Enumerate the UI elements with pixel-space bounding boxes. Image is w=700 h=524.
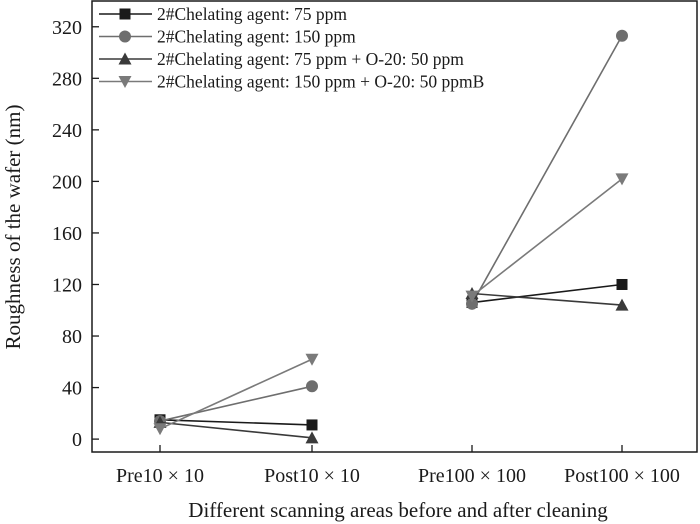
- series-line: [471, 292, 623, 306]
- legend-item: 2#Chelating agent: 150 ppm + O-20: 50 pp…: [99, 72, 484, 92]
- y-tick-label: 80: [62, 326, 82, 348]
- series-line: [159, 358, 313, 430]
- legend-label: 2#Chelating agent: 75 ppm: [157, 4, 347, 24]
- y-axis-title: Roughness of the wafer (nm): [1, 105, 25, 350]
- legend-marker: [119, 8, 131, 20]
- y-tick-label: 320: [52, 17, 82, 39]
- series-4: [153, 173, 629, 436]
- data-point: [616, 278, 628, 290]
- x-tick-label: Pre100 × 100: [418, 465, 526, 487]
- y-tick-label: 200: [52, 171, 82, 193]
- x-axis-ticks: Pre10 × 10 Post10 × 10 Pre100 × 100 Post100…: [116, 445, 680, 487]
- y-tick-label: 120: [52, 274, 82, 296]
- y-tick-label: 40: [62, 378, 82, 400]
- y-axis-ticks: 0 40 80 120 160 200 240 280 320: [52, 17, 99, 451]
- legend-marker: [118, 76, 132, 88]
- data-point: [306, 419, 318, 431]
- data-point: [615, 298, 629, 311]
- legend-label: 2#Chelating agent: 150 ppm + O-20: 50 pp…: [157, 72, 484, 92]
- x-axis-title: Different scanning areas before and afte…: [188, 498, 608, 522]
- legend: 2#Chelating agent: 75 ppm 2#Chelating age…: [99, 4, 484, 92]
- series-line: [471, 178, 623, 297]
- data-point: [615, 173, 629, 186]
- legend-label: 2#Chelating agent: 75 ppm + O-20: 50 ppm: [157, 49, 464, 69]
- data-point: [153, 423, 167, 436]
- series-line: [471, 283, 623, 304]
- data-point: [466, 297, 478, 310]
- legend-item: 2#Chelating agent: 150 ppm: [99, 27, 356, 47]
- legend-marker: [118, 52, 132, 65]
- data-point: [306, 380, 318, 393]
- data-point: [465, 290, 479, 303]
- data-point: [305, 353, 319, 366]
- plot-frame: [91, 0, 698, 453]
- y-tick-label: 280: [52, 68, 82, 90]
- y-tick-label: 240: [52, 120, 82, 142]
- series-line: [159, 385, 313, 422]
- legend-label: 2#Chelating agent: 150 ppm: [157, 27, 356, 47]
- legend-marker: [119, 30, 131, 43]
- legend-item: 2#Chelating agent: 75 ppm: [99, 4, 347, 24]
- legend-item: 2#Chelating agent: 75 ppm + O-20: 50 ppm: [99, 49, 464, 69]
- y-tick-label: 160: [52, 223, 82, 245]
- series-line: [159, 421, 313, 439]
- data-point: [305, 431, 319, 444]
- series-line: [471, 35, 623, 305]
- x-tick-label: Pre10 × 10: [116, 465, 204, 487]
- series-layer: [153, 29, 629, 444]
- x-tick-label: Post10 × 10: [264, 465, 360, 487]
- y-tick-label: 0: [72, 429, 82, 451]
- series-1: [154, 278, 628, 431]
- x-tick-label: Post100 × 100: [564, 465, 680, 487]
- series-3: [153, 287, 629, 444]
- series-line: [159, 418, 313, 426]
- data-point: [616, 29, 628, 42]
